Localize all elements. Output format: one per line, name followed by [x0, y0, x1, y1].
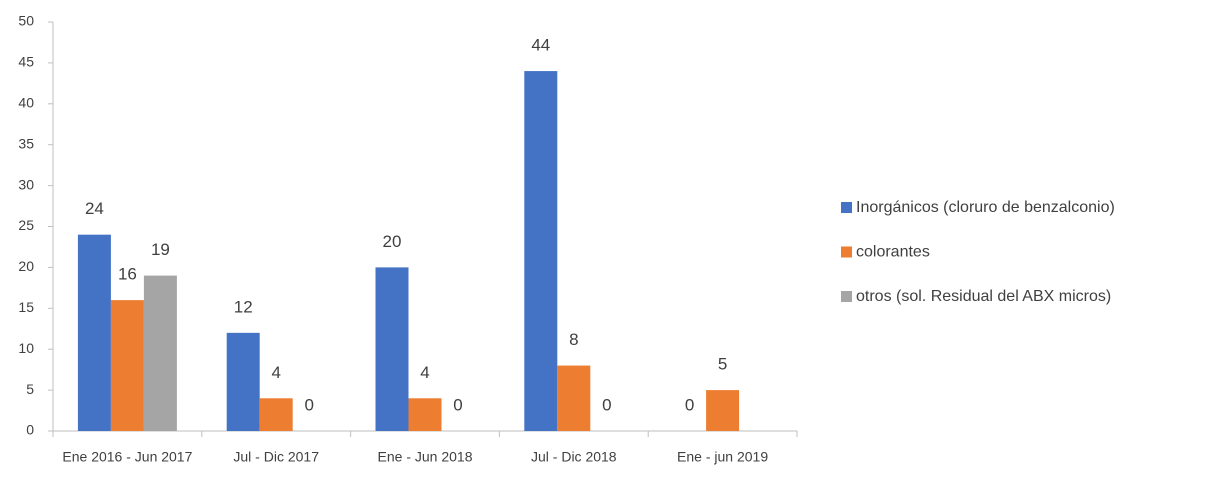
value-label: 20 [383, 232, 402, 251]
y-tick-label: 5 [26, 381, 34, 397]
y-tick-label: 15 [18, 299, 34, 315]
y-tick-label: 40 [18, 95, 34, 111]
value-label: 16 [118, 265, 137, 284]
bar [524, 71, 558, 431]
value-label: 4 [271, 363, 280, 382]
bar [226, 332, 260, 431]
bar [77, 234, 111, 431]
y-tick-label: 25 [18, 217, 34, 233]
bar [375, 267, 409, 431]
y-tick-label: 0 [26, 422, 34, 438]
bar [408, 398, 442, 431]
bar [706, 390, 740, 431]
value-label: 44 [531, 36, 550, 55]
value-label: 0 [685, 395, 694, 414]
bar [143, 275, 177, 431]
y-tick-label: 20 [18, 258, 34, 274]
bar [557, 365, 591, 431]
y-tick-label: 30 [18, 176, 34, 192]
legend-label: otros (sol. Residual del ABX micros) [856, 288, 1111, 305]
x-tick-label: Jul - Dic 2017 [233, 449, 319, 465]
value-label: 4 [420, 363, 429, 382]
y-tick-label: 50 [18, 13, 34, 29]
y-tick-label: 45 [18, 54, 34, 70]
x-tick-label: Ene - Jun 2018 [378, 449, 473, 465]
value-label: 0 [453, 395, 462, 414]
x-tick-label: Jul - Dic 2018 [531, 449, 617, 465]
value-label: 5 [718, 355, 727, 374]
bar [110, 300, 144, 431]
value-label: 0 [602, 395, 611, 414]
legend-label: colorantes [856, 244, 930, 261]
value-label: 12 [234, 297, 253, 316]
value-label: 0 [304, 395, 313, 414]
value-label: 24 [85, 199, 104, 218]
x-tick-label: Ene - jun 2019 [677, 449, 768, 465]
y-tick-label: 35 [18, 135, 34, 151]
legend-swatch [841, 246, 852, 258]
legend-label: Inorgánicos (cloruro de benzalconio) [856, 199, 1115, 216]
legend-swatch [841, 291, 852, 302]
y-tick-label: 10 [18, 340, 34, 356]
value-label: 19 [151, 240, 170, 259]
legend-swatch [841, 202, 852, 213]
x-tick-label: Ene 2016 - Jun 2017 [62, 449, 192, 465]
bar [259, 398, 293, 431]
value-label: 8 [569, 330, 578, 349]
